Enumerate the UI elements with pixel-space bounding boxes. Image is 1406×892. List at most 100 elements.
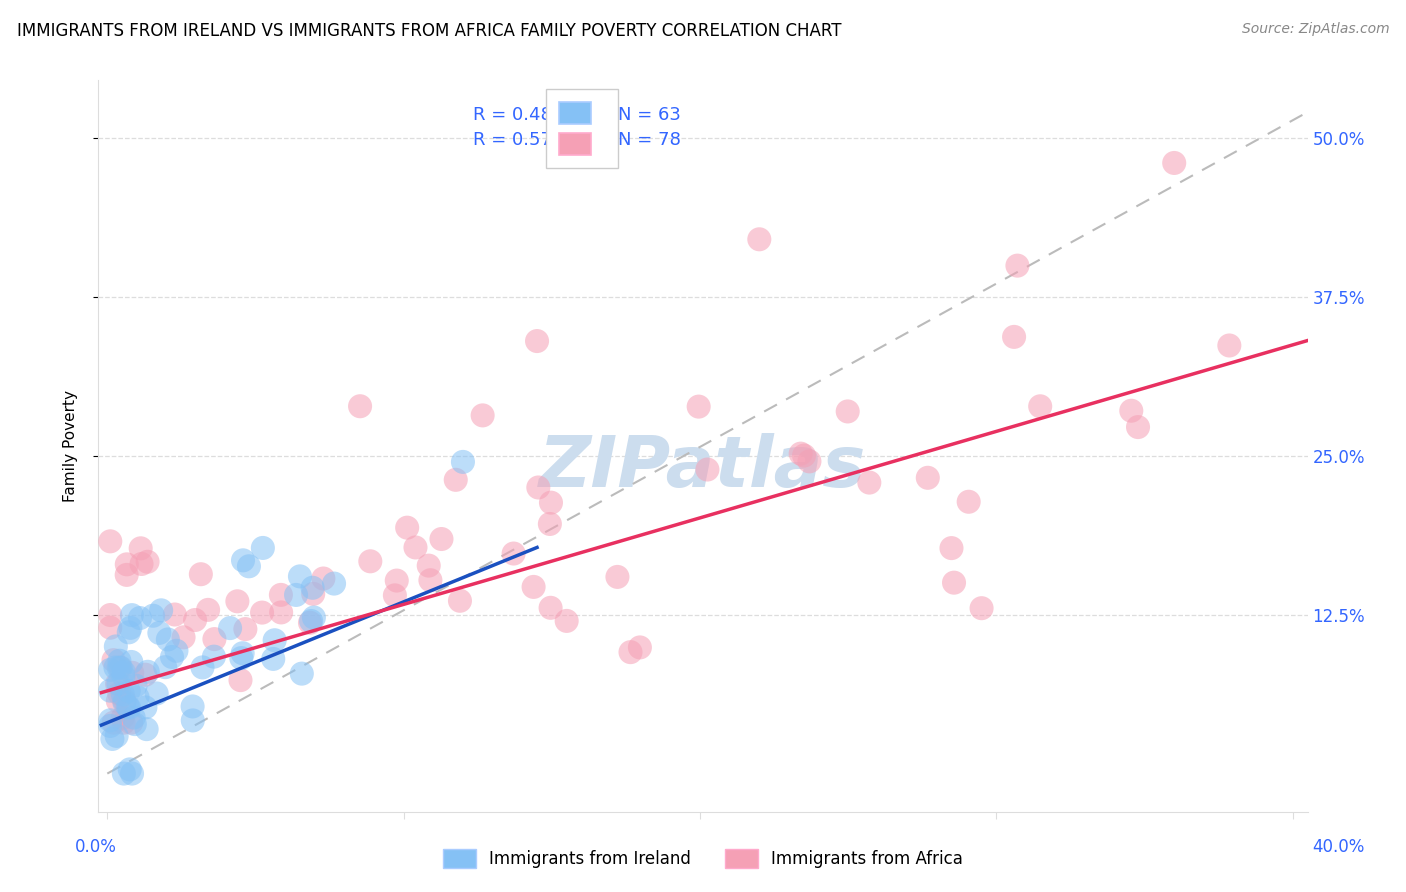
Point [396,521,419,535]
Point [98,683,121,698]
Point [120,715,142,730]
Point [688,400,710,414]
Text: R = 0.577: R = 0.577 [474,131,564,150]
Point [103,653,125,667]
Point [124,679,146,693]
Point [115,558,138,572]
Text: ZIPatlas: ZIPatlas [540,434,866,502]
Point [226,594,249,608]
Point [98,714,121,728]
Point [163,607,186,622]
Legend: Immigrants from Ireland, Immigrants from Africa: Immigrants from Ireland, Immigrants from… [436,842,970,875]
Point [98,621,121,635]
Point [538,516,561,531]
Text: 0.0%: 0.0% [75,838,117,855]
Point [250,606,273,620]
Point [523,580,546,594]
Point [101,731,124,746]
Point [110,661,132,675]
Point [405,541,427,555]
Point [191,660,214,674]
Point [1218,338,1240,352]
Point [418,558,440,573]
Point [748,232,770,246]
Point [302,610,325,624]
Point [120,621,142,635]
Point [108,687,131,701]
Point [118,763,141,777]
Point [323,576,346,591]
Point [288,569,311,583]
Point [118,625,141,640]
Point [136,665,159,679]
Point [943,575,966,590]
Point [124,717,146,731]
Point [98,663,121,677]
Point [789,447,811,461]
Point [1126,420,1149,434]
Y-axis label: Family Poverty: Family Poverty [63,390,77,502]
Point [1121,403,1143,417]
Point [235,622,257,636]
Point [302,587,325,601]
Point [134,667,156,681]
Point [238,559,260,574]
Point [799,454,821,468]
Point [285,588,308,602]
Point [165,644,187,658]
Point [135,722,157,736]
Point [197,603,219,617]
Point [231,651,253,665]
Point [299,614,322,628]
Point [111,711,134,725]
Point [384,588,406,602]
Point [232,553,254,567]
Point [115,568,138,582]
Point [451,455,474,469]
Point [173,630,195,644]
Point [105,729,128,743]
Point [449,594,471,608]
Point [160,650,183,665]
Point [232,646,254,660]
Point [502,547,524,561]
Point [202,649,225,664]
Point [131,557,153,571]
Point [298,615,321,630]
Point [229,673,252,687]
Text: 40.0%: 40.0% [1312,838,1365,855]
Point [858,475,880,490]
Point [112,695,135,709]
Point [121,766,143,780]
Point [385,574,408,588]
Point [526,334,548,348]
Point [107,677,129,691]
Point [471,409,494,423]
Point [129,541,152,556]
Point [98,719,121,733]
Point [1002,330,1025,344]
Point [696,462,718,476]
Text: IMMIGRANTS FROM IRELAND VS IMMIGRANTS FROM AFRICA FAMILY POVERTY CORRELATION CHA: IMMIGRANTS FROM IRELAND VS IMMIGRANTS FR… [17,22,841,40]
Point [98,607,121,622]
Point [181,714,204,728]
Point [917,471,939,485]
Point [108,660,131,674]
Point [122,710,145,724]
Point [103,715,125,730]
Point [104,640,127,654]
Point [156,632,179,647]
Point [1029,399,1052,413]
Text: Source: ZipAtlas.com: Source: ZipAtlas.com [1241,22,1389,37]
Point [419,573,441,587]
Point [204,632,226,646]
Point [117,699,139,714]
Point [107,694,129,708]
Point [619,645,641,659]
Point [136,555,159,569]
Point [190,567,212,582]
Point [349,399,371,413]
Point [1163,156,1185,170]
Point [301,581,323,595]
Point [793,449,815,463]
